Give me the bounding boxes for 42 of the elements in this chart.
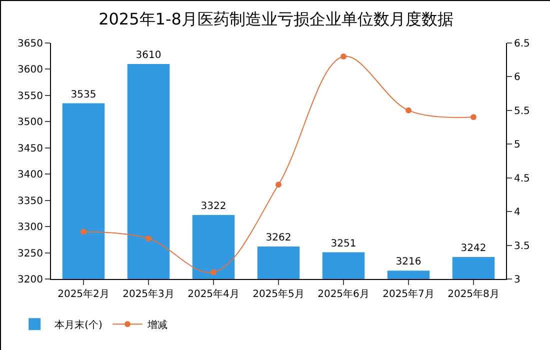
y-tick-label: 3450: [18, 143, 43, 154]
point: [210, 269, 216, 276]
x-tick-label: 2025年6月: [318, 288, 370, 300]
x-tick-label: 2025年7月: [382, 288, 434, 300]
chart-title: 2025年1-8月医药制造业亏损企业单位数月度数据: [98, 9, 454, 28]
y2-tick-label: 6: [514, 72, 520, 84]
y-tick-label: 3350: [18, 196, 43, 207]
x-tick-label: 2025年3月: [122, 288, 174, 300]
data-label: 3242: [460, 242, 486, 254]
data-label: 3262: [266, 232, 292, 244]
legend-label: 增减: [146, 319, 168, 332]
y2-tick-label: 4: [514, 207, 520, 218]
point: [80, 228, 86, 235]
y-tick-label: 3500: [18, 117, 43, 128]
y2-tick-label: 6.5: [514, 38, 530, 50]
y2-tick-label: 4.5: [514, 173, 530, 184]
x-tick-label: 2025年4月: [188, 288, 240, 300]
y2-tick-label: 3: [514, 274, 520, 286]
x-tick-label: 2025年8月: [448, 288, 500, 300]
point: [146, 236, 152, 242]
data-label: 3216: [396, 256, 422, 268]
x-tick-label: 2025年2月: [58, 288, 110, 300]
y-tick-label: 3250: [18, 248, 43, 260]
legend-label: 本月末(个): [54, 319, 102, 332]
y2-tick-label: 3.5: [514, 240, 530, 252]
data-label: 3535: [70, 89, 96, 100]
point: [470, 114, 476, 120]
y-tick-label: 3550: [18, 90, 43, 102]
data-label: 3610: [136, 50, 162, 61]
data-label: 3322: [200, 201, 226, 212]
point: [276, 182, 282, 188]
y-tick-label: 3600: [18, 64, 43, 76]
y-tick-label: 3400: [18, 170, 43, 181]
y-tick-label: 3200: [18, 274, 43, 286]
y2-tick-label: 5.5: [514, 106, 530, 117]
x-tick-label: 2025年5月: [252, 288, 304, 300]
data-label: 3251: [330, 238, 356, 250]
y2-tick-label: 5: [514, 140, 520, 151]
point: [340, 53, 346, 60]
y-tick-label: 3300: [18, 222, 43, 234]
y-tick-label: 3650: [18, 38, 43, 50]
point: [406, 107, 412, 114]
